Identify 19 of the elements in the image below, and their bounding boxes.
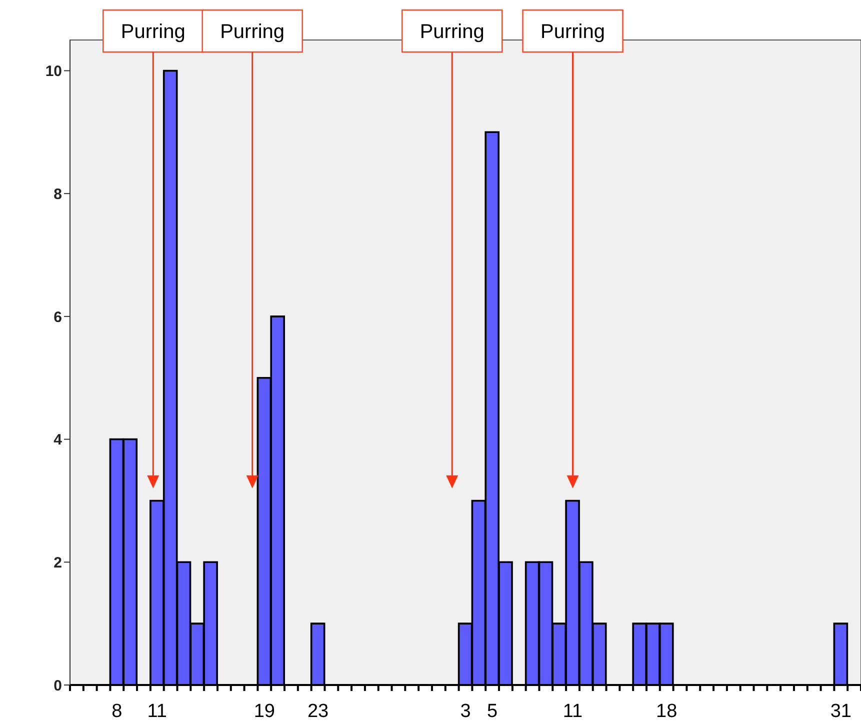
annotation: Purring [420, 21, 484, 43]
y-tick-label: 4 [54, 432, 63, 449]
x-tick-label: 11 [147, 701, 168, 722]
x-tick-label: 18 [656, 701, 678, 722]
annotation: Purring [220, 21, 285, 43]
y-tick-label: 0 [54, 677, 62, 694]
y-tick-label: 8 [54, 186, 62, 203]
x-tick-label: 3 [460, 701, 471, 722]
x-tick-label: 11 [562, 701, 583, 722]
x-tick-label: 8 [112, 701, 122, 722]
x-tick-label: 31 [830, 701, 852, 722]
y-tick-label: 10 [45, 63, 62, 80]
y-tick-label: 6 [54, 308, 62, 326]
y-tick-label: 2 [54, 554, 62, 572]
x-tick-label: 5 [487, 701, 498, 722]
annotation: Purring [120, 21, 186, 43]
x-tick-label: 19 [254, 701, 275, 722]
annotation: Purring [540, 21, 605, 43]
x-tick-label: 23 [307, 701, 329, 722]
